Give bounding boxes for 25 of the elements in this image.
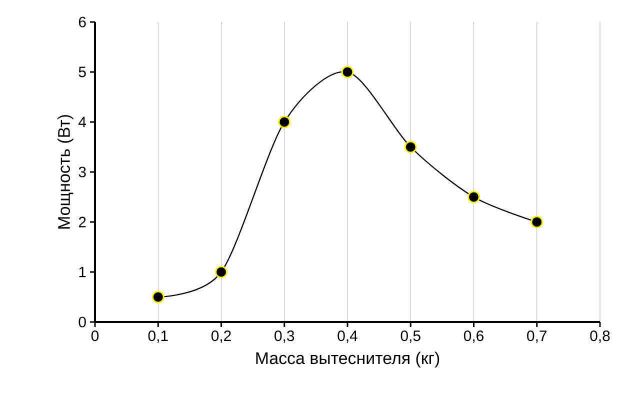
point: [468, 190, 480, 204]
x-tick-label: 0,5: [400, 330, 420, 343]
y-axis-title: Мощность (Вт): [58, 115, 74, 229]
x-tick-label: 0,7: [527, 330, 547, 343]
x-tick-label: 0,6: [464, 330, 484, 343]
x-tick-label: 0,4: [338, 330, 358, 343]
y-tick-label: 6: [78, 16, 86, 28]
x-tick-label: 0,8: [590, 330, 610, 343]
y-tick-label: 0: [78, 316, 86, 328]
x-axis-title: Масса вытеснителя (кг): [256, 352, 440, 368]
y-tick-label: 3: [78, 166, 86, 178]
point: [215, 266, 228, 278]
x-tick-label: 0,3: [274, 330, 294, 343]
y-tick-label: 4: [78, 116, 86, 128]
point: [278, 116, 291, 128]
y-tick-label: 2: [78, 216, 86, 228]
x-tick-label: 0: [91, 330, 99, 342]
y-tick-label: 1: [79, 266, 86, 278]
point: [404, 140, 417, 154]
point: [341, 66, 354, 78]
y-tick-label: 5: [78, 66, 86, 78]
x-tick-label: 0,1: [148, 330, 168, 343]
point: [530, 216, 544, 228]
x-tick-label: 0,2: [211, 330, 231, 343]
point: [152, 290, 164, 304]
